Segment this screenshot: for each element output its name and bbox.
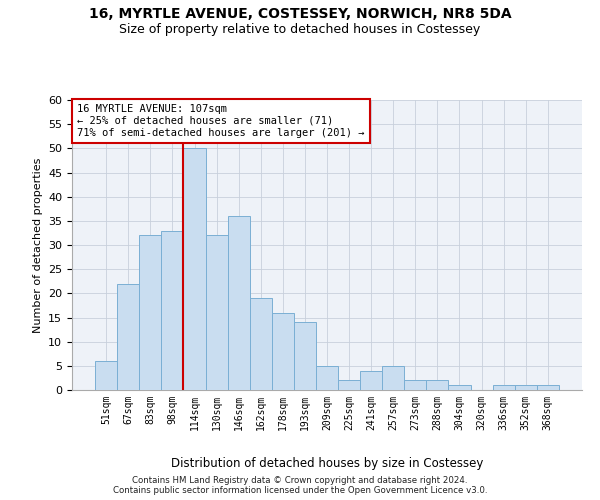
Bar — [382, 366, 404, 390]
Bar — [184, 148, 206, 390]
Bar — [139, 236, 161, 390]
Bar — [206, 236, 227, 390]
Bar — [537, 385, 559, 390]
Bar — [404, 380, 427, 390]
Bar — [427, 380, 448, 390]
Bar — [360, 370, 382, 390]
Bar — [117, 284, 139, 390]
Text: Size of property relative to detached houses in Costessey: Size of property relative to detached ho… — [119, 22, 481, 36]
Y-axis label: Number of detached properties: Number of detached properties — [32, 158, 43, 332]
Bar — [448, 385, 470, 390]
Bar — [95, 361, 117, 390]
Bar — [294, 322, 316, 390]
Bar — [227, 216, 250, 390]
Text: 16, MYRTLE AVENUE, COSTESSEY, NORWICH, NR8 5DA: 16, MYRTLE AVENUE, COSTESSEY, NORWICH, N… — [89, 8, 511, 22]
Text: 16 MYRTLE AVENUE: 107sqm
← 25% of detached houses are smaller (71)
71% of semi-d: 16 MYRTLE AVENUE: 107sqm ← 25% of detach… — [77, 104, 365, 138]
Bar — [316, 366, 338, 390]
Text: Contains HM Land Registry data © Crown copyright and database right 2024.
Contai: Contains HM Land Registry data © Crown c… — [113, 476, 487, 495]
Bar — [250, 298, 272, 390]
Bar — [338, 380, 360, 390]
Bar — [272, 312, 294, 390]
Bar — [515, 385, 537, 390]
Bar — [493, 385, 515, 390]
Text: Distribution of detached houses by size in Costessey: Distribution of detached houses by size … — [171, 458, 483, 470]
Bar — [161, 230, 184, 390]
